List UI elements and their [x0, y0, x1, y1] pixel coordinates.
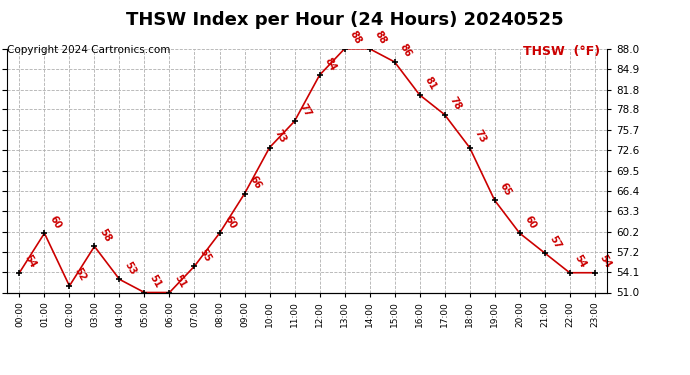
- Text: 78: 78: [447, 95, 463, 112]
- Text: 60: 60: [522, 214, 538, 230]
- Text: 53: 53: [122, 260, 137, 276]
- Text: 52: 52: [72, 267, 88, 283]
- Text: 65: 65: [497, 181, 513, 198]
- Text: 54: 54: [22, 253, 37, 270]
- Text: 51: 51: [147, 273, 163, 290]
- Text: 73: 73: [473, 128, 488, 145]
- Text: 57: 57: [547, 234, 563, 250]
- Text: 54: 54: [573, 253, 588, 270]
- Text: THSW  (°F): THSW (°F): [523, 45, 600, 58]
- Text: Copyright 2024 Cartronics.com: Copyright 2024 Cartronics.com: [7, 45, 170, 55]
- Text: 66: 66: [247, 174, 263, 191]
- Text: 60: 60: [222, 214, 237, 230]
- Text: 77: 77: [297, 102, 313, 118]
- Text: 55: 55: [197, 247, 213, 263]
- Text: THSW Index per Hour (24 Hours) 20240525: THSW Index per Hour (24 Hours) 20240525: [126, 11, 564, 29]
- Text: 81: 81: [422, 75, 438, 92]
- Text: 88: 88: [373, 29, 388, 46]
- Text: 88: 88: [347, 29, 363, 46]
- Text: 73: 73: [273, 128, 288, 145]
- Text: 60: 60: [47, 214, 63, 230]
- Text: 58: 58: [97, 227, 112, 244]
- Text: 51: 51: [172, 273, 188, 290]
- Text: 86: 86: [397, 42, 413, 59]
- Text: 84: 84: [322, 56, 338, 72]
- Text: 54: 54: [598, 253, 613, 270]
